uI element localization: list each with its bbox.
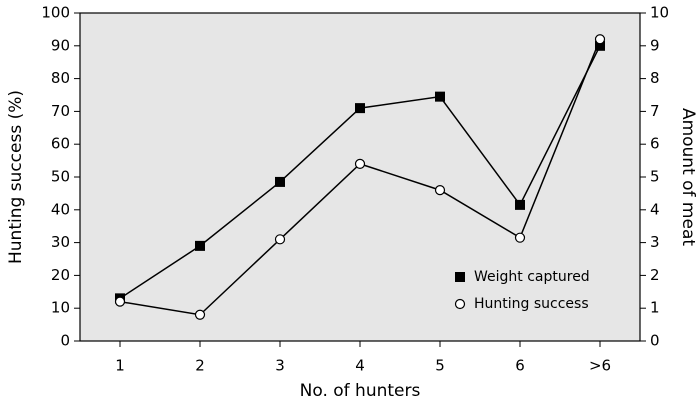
marker (454, 298, 466, 310)
y2-tick-label: 3 (650, 233, 660, 251)
y2-axis-title: Amount of meat (678, 108, 698, 246)
marker (434, 185, 446, 196)
marker (274, 234, 286, 245)
x-axis-title: No. of hunters (300, 381, 421, 401)
marker (594, 34, 606, 45)
y2-tick-label: 4 (650, 200, 660, 218)
marker (514, 232, 526, 243)
marker (455, 272, 465, 282)
y-axis-title: Hunting success (%) (6, 90, 26, 264)
x-tick-label: >6 (589, 357, 611, 375)
x-tick-label: 3 (275, 357, 285, 375)
y-tick-label: 70 (51, 102, 70, 120)
y2-tick-label: 9 (650, 36, 660, 54)
y2-tick-label: 6 (650, 135, 660, 153)
y2-tick-label: 2 (650, 266, 660, 284)
y-tick-label: 50 (51, 168, 70, 186)
y-tick-label: 10 (51, 299, 70, 317)
y-tick-label: 40 (51, 200, 70, 218)
y-tick-label: 90 (51, 36, 70, 54)
y2-tick-label: 8 (650, 69, 660, 87)
marker (195, 240, 205, 251)
y2-tick-label: 0 (650, 332, 660, 350)
y2-tick-label: 1 (650, 299, 660, 317)
y2-tick-label: 10 (650, 4, 669, 22)
y-tick-label: 100 (41, 4, 70, 22)
legend-label: Hunting success (474, 296, 589, 312)
marker (354, 158, 366, 169)
marker (595, 40, 605, 51)
y-tick-label: 20 (51, 266, 70, 284)
marker (435, 91, 445, 102)
marker (194, 309, 206, 320)
plot-area (79, 12, 641, 342)
marker (275, 176, 285, 187)
marker (355, 103, 365, 114)
y-tick-label: 30 (51, 233, 70, 251)
y-tick-label: 80 (51, 69, 70, 87)
x-tick-label: 1 (115, 357, 125, 375)
x-tick-label: 6 (515, 357, 525, 375)
x-tick-label: 2 (195, 357, 205, 375)
y2-tick-label: 5 (650, 168, 660, 186)
y-tick-label: 0 (60, 332, 70, 350)
x-tick-label: 4 (355, 357, 365, 375)
x-tick-label: 5 (435, 357, 445, 375)
marker (515, 199, 525, 210)
marker (114, 296, 126, 307)
legend-label: Weight captured (474, 269, 590, 285)
y2-tick-label: 7 (650, 102, 660, 120)
y-tick-label: 60 (51, 135, 70, 153)
